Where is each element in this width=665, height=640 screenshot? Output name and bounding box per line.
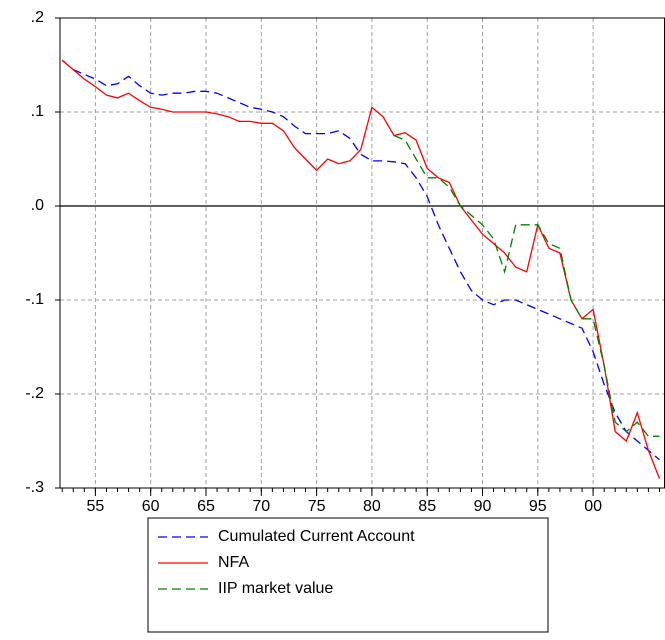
x-tick-label: 75 [308,498,326,515]
series-line [61,59,661,479]
series-line [393,134,660,437]
y-tick-label: -.2 [25,385,44,402]
y-tick-label: -.1 [25,291,44,308]
x-tick-label: 90 [474,498,492,515]
legend-label: IIP market value [218,580,333,597]
y-tick-label: -.3 [25,479,44,496]
x-tick-label: 65 [197,498,215,515]
x-tick-label: 80 [363,498,381,515]
y-tick-label: .0 [31,197,44,214]
y-tick-label: .1 [31,103,44,120]
legend-label: Cumulated Current Account [218,528,415,545]
x-tick-label: 85 [418,498,436,515]
x-tick-label: 95 [529,498,547,515]
legend-box [147,517,549,633]
x-tick-label: 55 [86,498,104,515]
x-tick-label: 60 [142,498,160,515]
y-tick-label: .2 [31,9,44,26]
x-tick-label: 70 [252,498,270,515]
legend-label: NFA [218,554,249,571]
series-line [61,59,660,461]
x-tick-label: 00 [584,498,602,515]
